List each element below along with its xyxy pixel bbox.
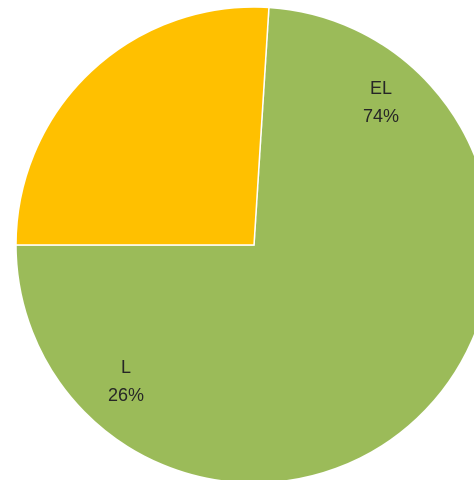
slice-percent-l: 26% — [108, 385, 144, 405]
pie-slice-el — [15, 6, 474, 480]
slice-percent-el: 74% — [363, 106, 399, 126]
slice-label-l: L — [121, 357, 131, 377]
pie-slices — [15, 6, 474, 480]
pie-slice-l — [15, 6, 270, 246]
pie-labels: EL 74% L 26% — [108, 78, 399, 405]
slice-label-el: EL — [370, 78, 392, 98]
